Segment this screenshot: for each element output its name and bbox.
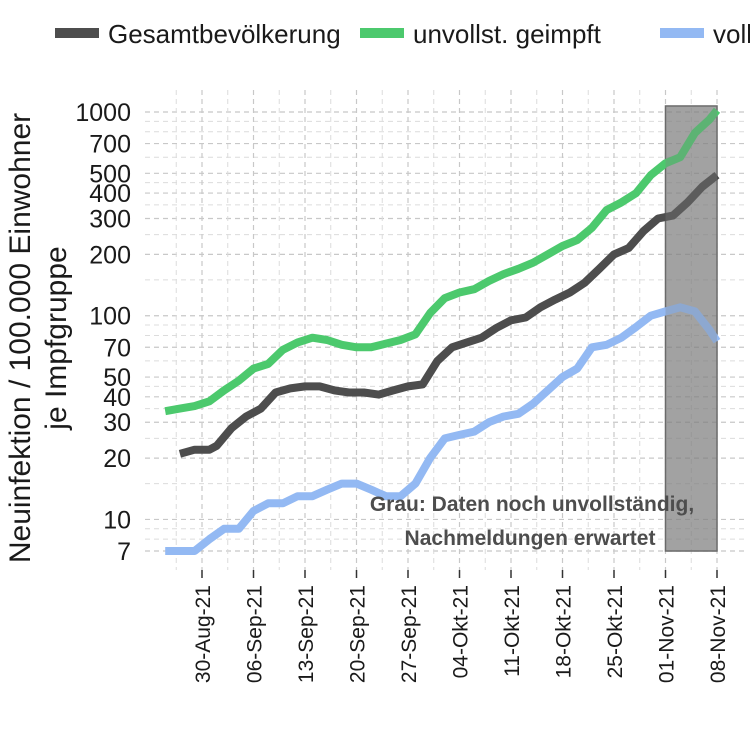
legend-label-1: unvollst. geimpft — [413, 19, 602, 49]
x-tick-label: 20-Sep-21 — [347, 585, 370, 683]
y-tick-label: 500 — [89, 160, 131, 188]
legend-swatch-1 — [360, 28, 404, 38]
y-tick-label: 50 — [103, 364, 131, 392]
legend: Gesamtbevölkerung unvollst. geimpft vollst… — [55, 19, 750, 49]
x-tick-label: 08-Nov-21 — [707, 585, 730, 683]
legend-label-2: vollst. geimpft — [713, 19, 750, 49]
y-tick-label: 300 — [89, 206, 131, 234]
x-tick-label: 01-Nov-21 — [656, 585, 679, 683]
y-axis-title-line1: Neuinfektion / 100.000 Einwohner — [4, 113, 37, 563]
y-tick-label: 20 — [103, 445, 131, 473]
y-axis-title-line2: je Impfgruppe — [40, 246, 73, 430]
series-lines — [164, 106, 721, 555]
shaded-region-overlay — [665, 106, 717, 551]
legend-label-0: Gesamtbevölkerung — [108, 19, 341, 49]
x-axis-ticks: 30-Aug-21 06-Sep-21 13-Sep-21 20-Sep-21 27-S… — [192, 570, 730, 683]
y-tick-label: 200 — [89, 241, 131, 269]
y-tick-label: 30 — [103, 409, 131, 437]
x-tick-label: 27-Sep-21 — [398, 585, 421, 683]
y-tick-label: 100 — [89, 303, 131, 331]
x-tick-label: 11-Okt-21 — [501, 585, 524, 677]
annotation-line1: Grau: Daten noch unvollständig, — [370, 493, 694, 516]
legend-swatch-0 — [55, 28, 99, 38]
y-tick-label: 1000 — [75, 99, 131, 127]
y-tick-label: 400 — [89, 180, 131, 208]
y-tick-label: 7 — [117, 538, 131, 566]
x-tick-label: 04-Okt-21 — [450, 585, 473, 678]
x-tick-label: 18-Okt-21 — [553, 585, 576, 678]
x-tick-label: 06-Sep-21 — [244, 585, 267, 683]
y-tick-label: 10 — [103, 506, 131, 534]
x-tick-label: 30-Aug-21 — [192, 585, 215, 683]
series-line-1 — [164, 107, 721, 416]
y-tick-label: 70 — [103, 334, 131, 362]
y-tick-label: 700 — [89, 131, 131, 159]
legend-swatch-2 — [660, 28, 704, 38]
series-line-0 — [178, 171, 720, 458]
y-tick-label: 40 — [103, 384, 131, 412]
annotation-line2: Nachmeldungen erwartet — [405, 527, 656, 550]
x-tick-label: 25-Okt-21 — [604, 585, 627, 678]
series-line-2 — [165, 303, 721, 555]
x-tick-label: 13-Sep-21 — [295, 585, 318, 683]
